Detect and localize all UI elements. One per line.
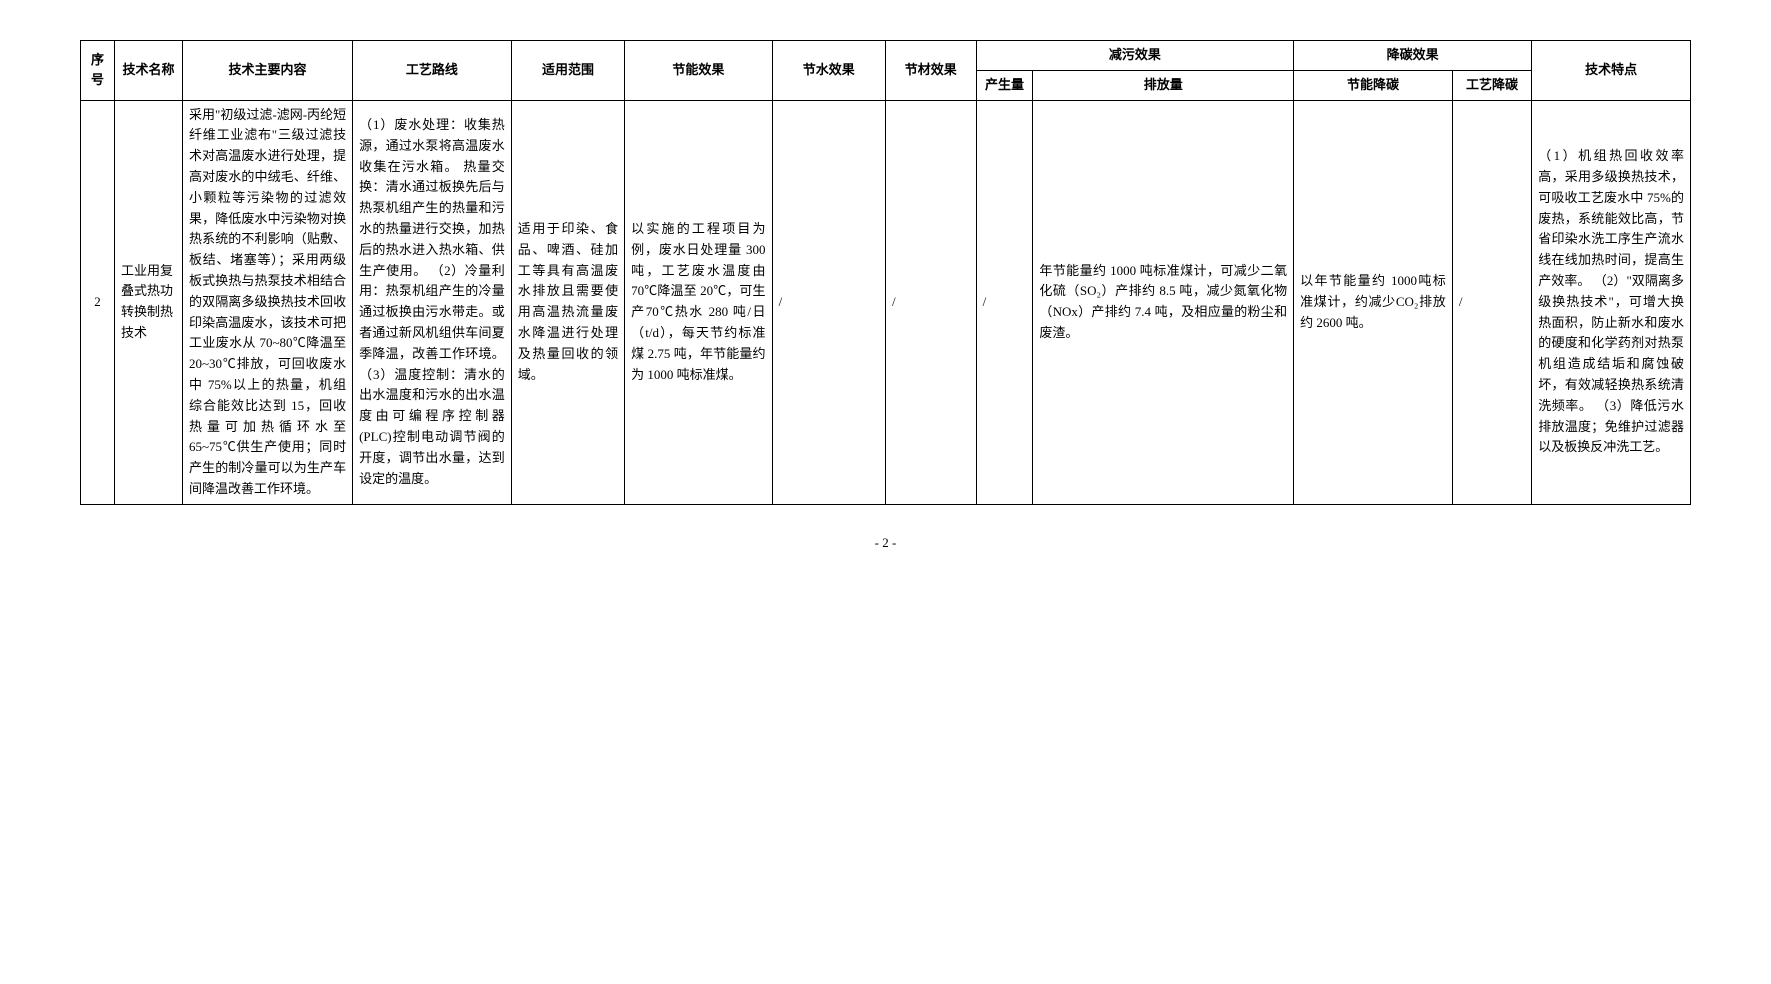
header-name: 技术名称 <box>115 41 183 101</box>
header-seq: 序号 <box>81 41 115 101</box>
cell-water: / <box>772 100 885 504</box>
cell-feature: （1）机组热回收效率高，采用多级换热技术，可吸收工艺废水中 75%的废热，系统能… <box>1532 100 1691 504</box>
cell-energy: 以实施的工程项目为例，废水日处理量 300 吨，工艺废水温度由 70℃降温至 2… <box>625 100 772 504</box>
header-pollution-gen: 产生量 <box>976 70 1033 100</box>
cell-route: （1）废水处理：收集热源，通过水泵将高温废水收集在污水箱。 热量交换：清水通过板… <box>353 100 512 504</box>
tech-table: 序号 技术名称 技术主要内容 工艺路线 适用范围 节能效果 节水效果 节材效果 … <box>80 40 1691 505</box>
cell-seq: 2 <box>81 100 115 504</box>
cell-name: 工业用复叠式热功转换制热技术 <box>115 100 183 504</box>
header-energy: 节能效果 <box>625 41 772 101</box>
header-route: 工艺路线 <box>353 41 512 101</box>
header-carbon-energy: 节能降碳 <box>1294 70 1453 100</box>
header-pollution: 减污效果 <box>976 41 1293 71</box>
page-number: - 2 - <box>80 535 1691 551</box>
header-carbon-process: 工艺降碳 <box>1452 70 1531 100</box>
header-material: 节材效果 <box>885 41 976 101</box>
header-row-1: 序号 技术名称 技术主要内容 工艺路线 适用范围 节能效果 节水效果 节材效果 … <box>81 41 1691 71</box>
header-content: 技术主要内容 <box>183 41 353 101</box>
cell-material: / <box>885 100 976 504</box>
header-water: 节水效果 <box>772 41 885 101</box>
header-carbon: 降碳效果 <box>1294 41 1532 71</box>
header-scope: 适用范围 <box>511 41 624 101</box>
header-pollution-emit: 排放量 <box>1033 70 1294 100</box>
cell-content: 采用"初级过滤-滤网-丙纶短纤维工业滤布"三级过滤技术对高温废水进行处理，提高对… <box>183 100 353 504</box>
data-row: 2 工业用复叠式热功转换制热技术 采用"初级过滤-滤网-丙纶短纤维工业滤布"三级… <box>81 100 1691 504</box>
cell-scope: 适用于印染、食品、啤酒、硅加工等具有高温废水排放且需要使用高温热流量废水降温进行… <box>511 100 624 504</box>
cell-carbon-process: / <box>1452 100 1531 504</box>
cell-pollution-emit: 年节能量约 1000 吨标准煤计，可减少二氧化硫（SO₂）产排约 8.5 吨，减… <box>1033 100 1294 504</box>
header-feature: 技术特点 <box>1532 41 1691 101</box>
cell-carbon-energy: 以年节能量约 1000吨标准煤计，约减少CO₂排放约 2600 吨。 <box>1294 100 1453 504</box>
cell-pollution-gen: / <box>976 100 1033 504</box>
